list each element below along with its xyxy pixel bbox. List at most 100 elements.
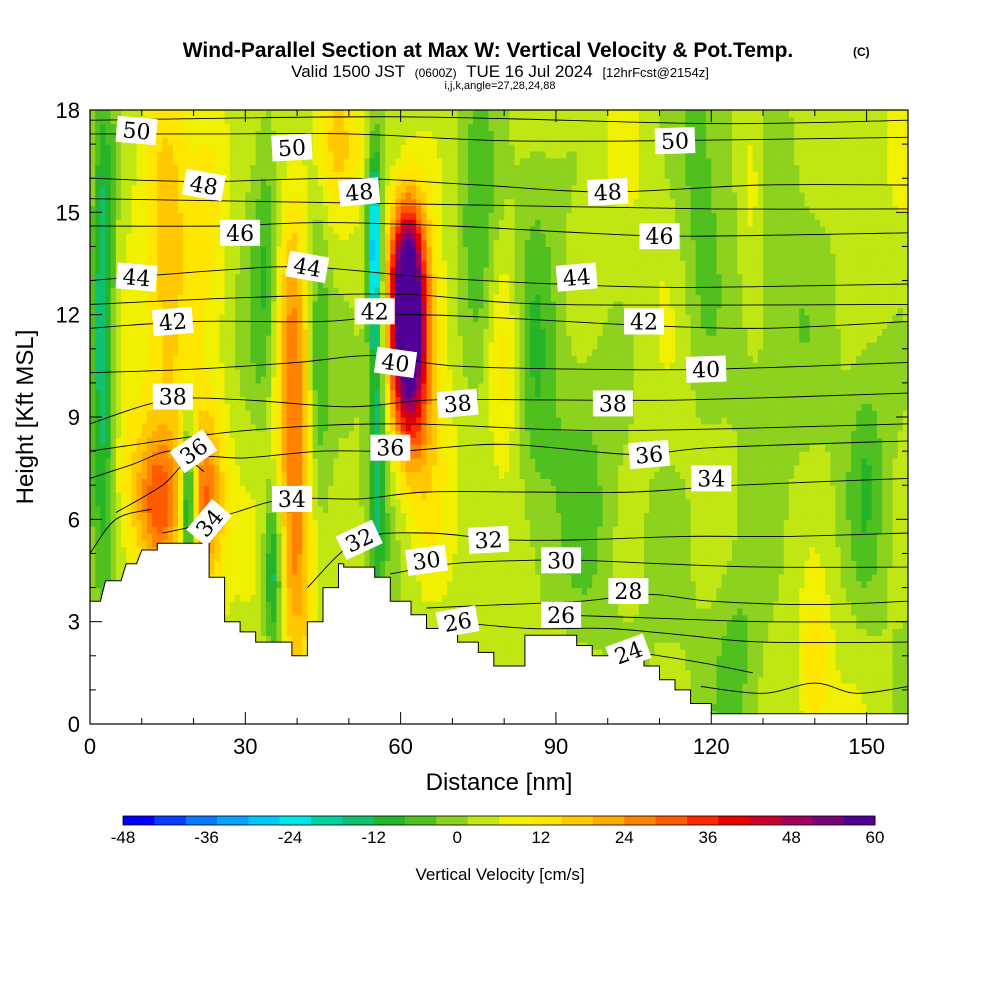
velocity-cell	[348, 396, 355, 404]
velocity-cell	[266, 328, 272, 336]
velocity-cell	[209, 403, 215, 411]
velocity-cell	[245, 532, 252, 541]
velocity-cell	[136, 185, 143, 193]
velocity-cell	[136, 382, 143, 391]
velocity-cell	[281, 587, 288, 595]
velocity-cell	[188, 219, 195, 227]
velocity-cell	[100, 478, 107, 486]
velocity-cell	[183, 355, 189, 364]
velocity-cell	[240, 144, 246, 152]
velocity-cell	[121, 471, 127, 479]
velocity-cell	[126, 150, 133, 159]
velocity-cell	[234, 498, 241, 507]
velocity-cell	[302, 321, 309, 329]
velocity-cell	[338, 157, 345, 166]
velocity-cell	[276, 457, 283, 466]
velocity-cell	[312, 417, 319, 425]
velocity-cell	[198, 123, 205, 132]
velocity-cell	[281, 451, 288, 459]
velocity-cell	[354, 239, 360, 248]
velocity-cell	[178, 185, 184, 193]
velocity-cell	[250, 321, 257, 329]
velocity-cell	[229, 260, 236, 268]
velocity-cell	[276, 110, 283, 118]
velocity-cell	[162, 444, 169, 452]
velocity-cell	[338, 273, 345, 282]
velocity-cell	[333, 519, 340, 527]
velocity-cell	[286, 178, 293, 186]
velocity-cell	[105, 348, 112, 357]
velocity-cell	[343, 430, 350, 439]
velocity-cell	[338, 546, 345, 555]
velocity-cell	[260, 512, 267, 520]
velocity-cell	[121, 246, 127, 254]
velocity-cell	[157, 348, 164, 357]
velocity-cell	[276, 348, 283, 357]
velocity-cell	[302, 307, 309, 316]
velocity-cell	[229, 478, 236, 486]
velocity-cell	[136, 532, 143, 541]
velocity-cell	[126, 403, 133, 411]
velocity-cell	[343, 205, 350, 213]
velocity-cell	[152, 444, 158, 452]
velocity-cell	[126, 164, 133, 172]
velocity-cell	[234, 553, 241, 561]
velocity-cell	[152, 110, 158, 118]
velocity-cell	[105, 219, 112, 227]
velocity-cell	[255, 287, 262, 295]
velocity-cell	[291, 355, 298, 364]
velocity-cell	[219, 355, 226, 364]
velocity-cell	[240, 560, 246, 568]
velocity-cell	[266, 423, 272, 432]
velocity-cell	[209, 164, 215, 172]
velocity-cell	[95, 594, 101, 602]
velocity-cell	[291, 628, 298, 636]
velocity-cell	[203, 110, 210, 118]
velocity-cell	[152, 369, 158, 377]
velocity-cell	[302, 164, 309, 172]
velocity-cell	[167, 212, 174, 220]
velocity-cell	[209, 369, 215, 377]
velocity-cell	[229, 492, 236, 500]
velocity-cell	[322, 451, 329, 459]
velocity-cell	[322, 280, 329, 288]
velocity-cell	[172, 410, 179, 418]
velocity-cell	[307, 246, 314, 254]
velocity-cell	[260, 178, 267, 186]
velocity-cell	[136, 219, 143, 227]
velocity-cell	[266, 608, 272, 616]
velocity-cell	[255, 587, 262, 595]
velocity-cell	[250, 512, 257, 520]
velocity-cell	[183, 191, 189, 200]
velocity-cell	[229, 457, 236, 466]
velocity-cell	[343, 498, 350, 507]
velocity-cell	[131, 417, 138, 425]
velocity-cell	[178, 498, 184, 507]
velocity-cell	[266, 239, 272, 248]
velocity-cell	[234, 430, 241, 439]
velocity-cell	[328, 110, 334, 118]
velocity-cell	[167, 246, 174, 254]
velocity-cell	[266, 546, 272, 555]
velocity-cell	[188, 498, 195, 507]
velocity-cell	[312, 580, 319, 589]
velocity-cell	[214, 451, 221, 459]
velocity-cell	[136, 205, 143, 213]
velocity-cell	[136, 355, 143, 364]
velocity-cell	[219, 389, 226, 398]
velocity-cell	[121, 430, 127, 439]
velocity-cell	[203, 376, 210, 384]
velocity-cell	[152, 430, 158, 439]
velocity-cell	[141, 539, 148, 548]
velocity-cell	[121, 512, 127, 520]
velocity-cell	[240, 601, 246, 609]
velocity-cell	[291, 280, 298, 288]
velocity-cell	[172, 287, 179, 295]
velocity-cell	[100, 191, 107, 200]
velocity-cell	[348, 110, 355, 118]
velocity-cell	[276, 628, 283, 636]
velocity-cell	[302, 355, 309, 364]
velocity-cell	[105, 403, 112, 411]
velocity-cell	[255, 492, 262, 500]
velocity-cell	[302, 232, 309, 241]
